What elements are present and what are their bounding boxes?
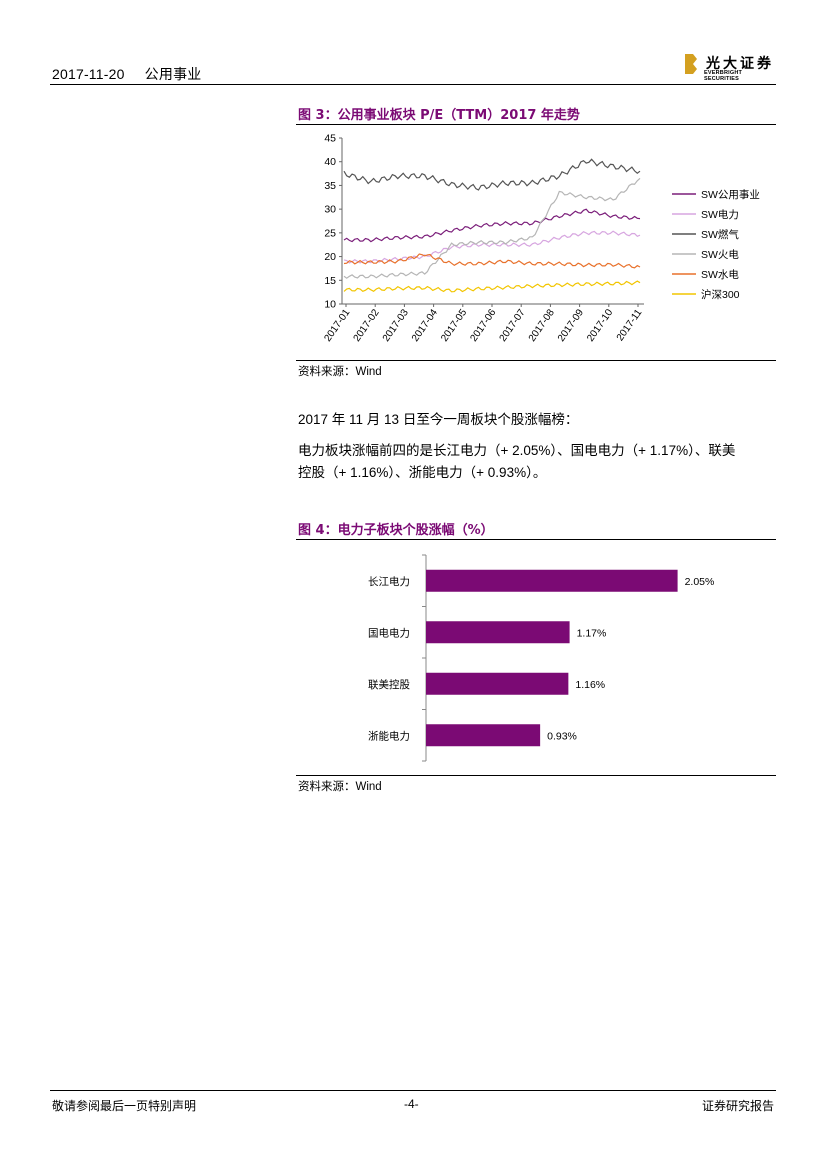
x-tick-label: 2017-04 (410, 307, 440, 344)
figure3-title: 图 3：公用事业板块 P/E（TTM）2017 年走势 (298, 108, 580, 123)
header-rule (50, 84, 776, 85)
series-line (343, 230, 641, 264)
bar (426, 672, 569, 695)
figure4-title: 图 4：电力子板块个股涨幅（%） (298, 523, 494, 538)
paragraph-line: 电力板块涨幅前四的是长江电力（+ 2.05%）、国电电力（+ 1.17%）、联美 (298, 443, 736, 458)
data-label: 2.05% (685, 576, 715, 588)
data-label: 1.16% (575, 679, 605, 691)
x-tick-label: 2017-06 (468, 307, 498, 344)
x-tick-label: 2017-01 (322, 307, 352, 344)
bar (426, 621, 570, 644)
series-line (343, 280, 641, 293)
bar (426, 569, 678, 592)
x-tick-label: 2017-03 (381, 307, 411, 344)
figure4-source: 资料来源：Wind (298, 781, 382, 793)
category-label: 长江电力 (368, 575, 410, 588)
x-tick-label: 2017-02 (352, 307, 382, 344)
y-tick-label: 40 (324, 156, 336, 168)
page-header: 2017-11-20 公用事业 (52, 64, 217, 84)
x-tick-label: 2017-10 (585, 307, 615, 344)
paragraph-intro: 2017 年 11 月 13 日至今一周板块个股涨幅榜： (298, 412, 579, 427)
legend-label: SW燃气 (701, 228, 739, 241)
y-tick-label: 45 (324, 133, 336, 145)
series-line (343, 177, 641, 279)
y-tick-label: 10 (324, 299, 336, 311)
page-number: -4- (404, 1097, 419, 1111)
series-line (343, 158, 641, 191)
logo-text-cn: 光大证券 (706, 56, 774, 72)
report-sector: 公用事业 (144, 66, 202, 82)
figure3-top-rule (296, 124, 776, 125)
x-tick-label: 2017-05 (439, 307, 469, 344)
data-label: 0.93% (547, 730, 577, 742)
x-tick-label: 2017-07 (498, 307, 528, 344)
legend-label: SW水电 (701, 268, 739, 281)
legend-label: 沪深300 (701, 288, 740, 301)
y-tick-label: 25 (324, 227, 336, 239)
figure4-bottom-rule (296, 775, 776, 776)
footer-rule (50, 1090, 776, 1091)
data-label: 1.17% (577, 627, 607, 639)
y-tick-label: 20 (324, 251, 336, 263)
logo-text-en: EVERBRIGHT SECURITIES (704, 70, 743, 82)
figure3-source: 资料来源：Wind (298, 366, 382, 378)
y-tick-label: 30 (324, 204, 336, 216)
report-date: 2017-11-20 (52, 66, 125, 82)
y-tick-label: 35 (324, 180, 336, 192)
x-tick-label: 2017-08 (527, 307, 557, 344)
category-label: 联美控股 (368, 678, 410, 691)
paragraph-line: 控股（+ 1.16%）、浙能电力（+ 0.93%）。 (298, 465, 547, 480)
legend-label: SW电力 (701, 208, 739, 221)
series-line (343, 208, 641, 243)
company-logo: 光大证券 EVERBRIGHT SECURITIES (684, 53, 776, 82)
logo-mark-icon (685, 54, 697, 74)
category-label: 国电电力 (368, 626, 410, 639)
figure4-top-rule (296, 539, 776, 540)
series-line (343, 253, 641, 269)
x-tick-label: 2017-11 (615, 307, 645, 343)
footer-disclaimer: 敬请参阅最后一页特别声明 (52, 1099, 197, 1113)
category-label: 浙能电力 (368, 729, 410, 742)
y-tick-label: 15 (324, 275, 336, 287)
legend-label: SW火电 (701, 248, 739, 261)
footer-report-type: 证券研究报告 (702, 1099, 775, 1113)
x-tick-label: 2017-09 (556, 307, 586, 344)
figure3-bottom-rule (296, 360, 776, 361)
legend-label: SW公用事业 (701, 188, 760, 201)
bar (426, 724, 541, 747)
figure4-bar-chart: 长江电力 2.05% 国电电力 1.17% 联美控股 1.16% 浙能电力 0.93% (368, 554, 715, 762)
